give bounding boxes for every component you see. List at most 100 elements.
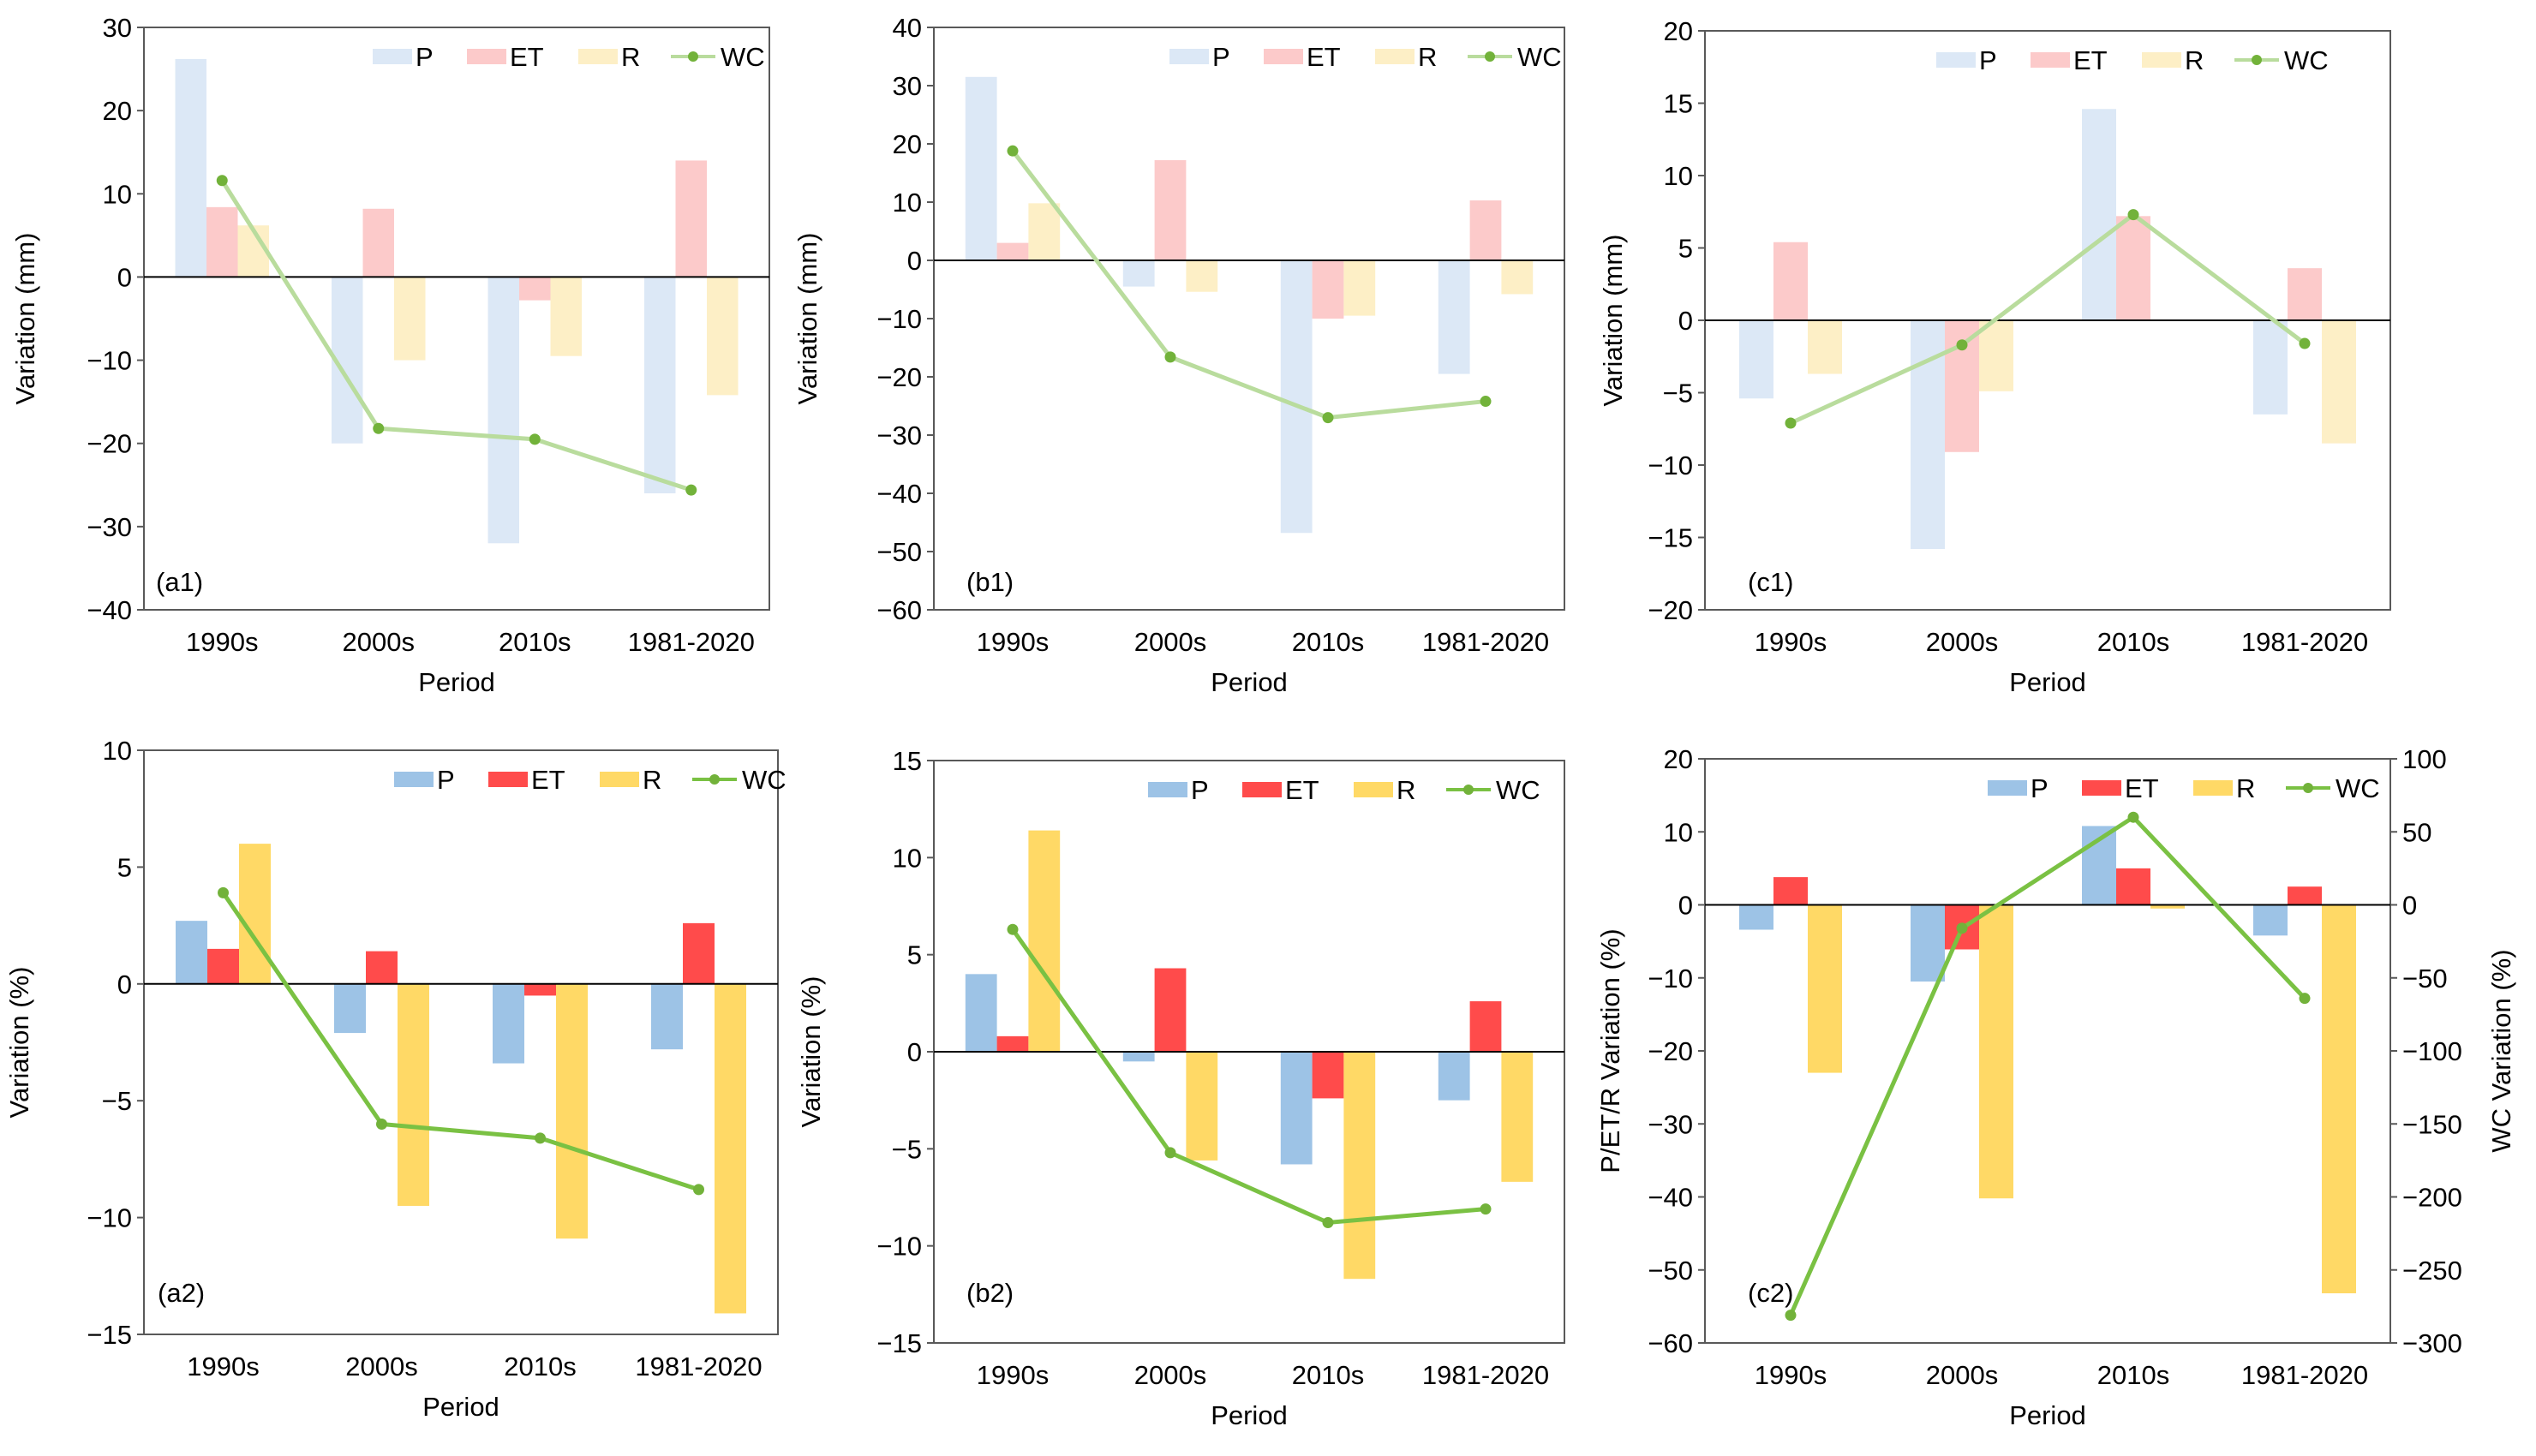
y-tick-label: −15 bbox=[876, 1328, 922, 1358]
x-axis-label: Period bbox=[418, 667, 495, 697]
y-tick-label: 0 bbox=[117, 970, 132, 1000]
x-tick-label: 1981-2020 bbox=[1422, 627, 1549, 657]
wc-point-2 bbox=[535, 1132, 546, 1144]
y-tick-label: 0 bbox=[907, 1037, 922, 1067]
wc-point-2 bbox=[529, 433, 541, 445]
legend-label-p: P bbox=[1191, 775, 1209, 805]
bar-r-0 bbox=[1028, 830, 1061, 1052]
legend-label-r: R bbox=[643, 765, 661, 795]
bar-p-2 bbox=[1280, 1052, 1313, 1165]
wc-point-2 bbox=[2127, 209, 2139, 221]
y-tick-label: −10 bbox=[87, 346, 132, 376]
legend-swatch-p bbox=[394, 772, 434, 787]
x-axis-label: Period bbox=[2009, 1400, 2086, 1430]
chart-b2: −15 −10 −5 0 5 10 15 1990s 2000s 2010s 1981-2020 Pe… bbox=[796, 746, 1565, 1430]
chart-c2: −60−50−40−30−20−1001020−300−250−200−150−… bbox=[1595, 744, 2516, 1430]
y2-axis-label: WC Variation (%) bbox=[2486, 949, 2516, 1152]
y-tick-label: −15 bbox=[1648, 523, 1693, 553]
y-tick-label: 15 bbox=[893, 746, 922, 776]
x-tick-label: 1981-2020 bbox=[628, 627, 755, 657]
y-tick-label: −20 bbox=[87, 429, 132, 459]
y-tick-label: 20 bbox=[103, 96, 132, 126]
wc-line bbox=[1011, 149, 1486, 421]
panel-label: (c2) bbox=[1748, 1278, 1793, 1308]
legend-marker-wc bbox=[709, 774, 720, 785]
y-tick-label: −50 bbox=[1648, 1256, 1693, 1286]
wc-point-0 bbox=[1785, 1310, 1797, 1322]
legend-marker-wc bbox=[2252, 55, 2262, 65]
y-axis-label: Variation (mm) bbox=[10, 233, 40, 405]
legend-swatch-p bbox=[1148, 782, 1187, 797]
y2-tick-label: −250 bbox=[2402, 1256, 2462, 1286]
bar-p-3 bbox=[2253, 904, 2288, 936]
x-tick-label: 1981-2020 bbox=[2241, 627, 2368, 657]
y-tick-label: 5 bbox=[117, 852, 132, 882]
wc-point-2 bbox=[2127, 811, 2139, 823]
legend-label-et: ET bbox=[1307, 42, 1341, 72]
x-tick-label: 1981-2020 bbox=[2241, 1360, 2368, 1390]
wc-point-3 bbox=[685, 484, 697, 496]
y-tick-label: −60 bbox=[1648, 1328, 1693, 1358]
wc-point-0 bbox=[1785, 417, 1797, 429]
bar-p-3 bbox=[651, 983, 683, 1050]
wc-point-1 bbox=[1164, 351, 1176, 363]
y2-tick-label: 100 bbox=[2402, 744, 2447, 774]
legend: P ET R WC bbox=[373, 42, 765, 72]
plot-frame bbox=[143, 749, 779, 1335]
bar-p-2 bbox=[487, 277, 519, 544]
legend-swatch-p bbox=[1169, 49, 1209, 64]
y-tick-label: 15 bbox=[1664, 89, 1693, 119]
chart-c1: −20 −15 −10 −5 0 5 10 15 20 1990s 2000s 2010s 1981-2… bbox=[1598, 16, 2391, 697]
bar-r-1 bbox=[1979, 320, 2013, 391]
wc-point-3 bbox=[1480, 396, 1492, 408]
y2-tick-label: −300 bbox=[2402, 1328, 2462, 1358]
legend-marker-wc bbox=[2303, 783, 2313, 793]
y-tick-label: −10 bbox=[876, 1232, 922, 1262]
y-tick-label: 10 bbox=[103, 179, 132, 209]
legend-swatch-r bbox=[578, 49, 618, 64]
bar-p-0 bbox=[965, 974, 997, 1052]
y2-tick-label: 0 bbox=[2402, 891, 2417, 921]
x-tick-label: 2010s bbox=[499, 627, 571, 657]
bar-et-3 bbox=[2288, 886, 2322, 905]
legend-swatch-r bbox=[1375, 49, 1415, 64]
y-tick-label: 30 bbox=[103, 13, 132, 43]
y-tick-label: 20 bbox=[893, 129, 922, 159]
legend-label-r: R bbox=[1397, 775, 1415, 805]
x-tick-label: 1981-2020 bbox=[1422, 1360, 1549, 1390]
legend-marker-wc bbox=[1485, 51, 1495, 62]
bar-et-0 bbox=[206, 206, 238, 277]
bar-et-0 bbox=[1773, 877, 1808, 905]
wc-point-0 bbox=[218, 886, 229, 898]
panel-label: (a1) bbox=[156, 567, 203, 597]
y2-tick-label: −100 bbox=[2402, 1036, 2462, 1066]
legend-label-et: ET bbox=[1285, 775, 1319, 805]
bar-p-1 bbox=[1122, 1052, 1155, 1062]
wc-point-3 bbox=[693, 1184, 704, 1196]
x-tick-label: 2000s bbox=[1134, 627, 1206, 657]
bar-r-3 bbox=[2322, 320, 2356, 444]
y-tick-label: −20 bbox=[1648, 595, 1693, 625]
y-axis-label: Variation (mm) bbox=[792, 233, 822, 405]
legend-swatch-et bbox=[2082, 780, 2121, 796]
bar-p-0 bbox=[965, 76, 997, 260]
x-tick-label: 1990s bbox=[187, 1352, 259, 1381]
bar-et-2 bbox=[1312, 260, 1344, 319]
bar-r-3 bbox=[715, 983, 746, 1314]
y-tick-label: −30 bbox=[876, 421, 922, 451]
bar-p-3 bbox=[1438, 1052, 1470, 1101]
bar-p-1 bbox=[1122, 260, 1155, 287]
bar-r-3 bbox=[1501, 260, 1534, 295]
panel-label: (b2) bbox=[966, 1278, 1014, 1308]
legend-swatch-p bbox=[1936, 52, 1976, 68]
y-tick-label: 0 bbox=[117, 262, 132, 292]
legend-label-et: ET bbox=[531, 765, 565, 795]
y2-tick-label: −200 bbox=[2402, 1183, 2462, 1213]
y-tick-label: −40 bbox=[1648, 1183, 1693, 1213]
bar-et-3 bbox=[675, 160, 707, 277]
y-tick-label: 0 bbox=[1678, 306, 1693, 336]
bar-r-2 bbox=[556, 983, 588, 1239]
bar-r-3 bbox=[707, 277, 739, 396]
legend-label-r: R bbox=[1418, 42, 1437, 72]
bar-et-2 bbox=[524, 983, 556, 996]
